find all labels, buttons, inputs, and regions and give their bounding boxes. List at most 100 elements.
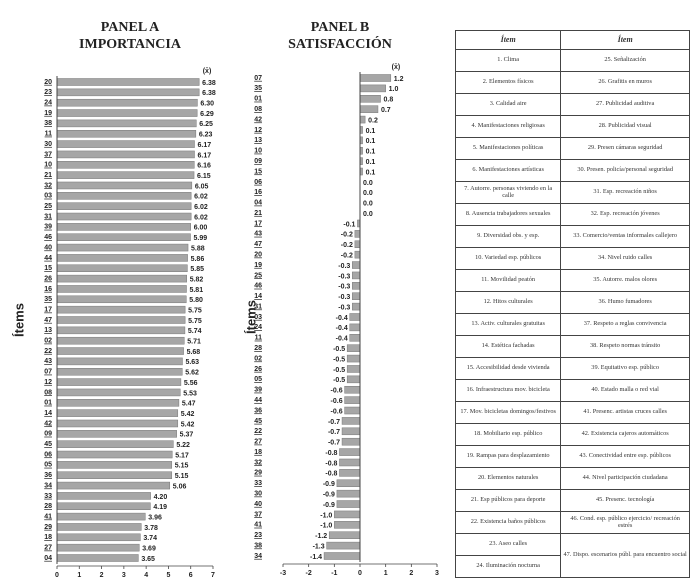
value-label: 0.1 (366, 138, 376, 145)
bar (328, 531, 361, 539)
value-label: -0.4 (336, 315, 348, 322)
value-label: 5.53 (183, 390, 197, 397)
table-row: 9. Diversidad obs. y esp. 33. Comercio/ve… (454, 225, 690, 248)
value-label: 5.71 (187, 339, 201, 346)
category-label: 15 (44, 265, 52, 272)
bar (56, 316, 186, 324)
bar (56, 347, 184, 355)
category-label: 19 (44, 110, 52, 117)
bar (56, 336, 185, 345)
table-row: 8. Ausencia trabajadores sexuales 32. Esp… (454, 203, 690, 226)
value-label: 6.05 (195, 183, 209, 190)
bar (359, 95, 381, 103)
x-tick-label: 3 (435, 570, 439, 577)
category-label: 12 (254, 127, 262, 134)
category-label: 36 (254, 407, 262, 414)
value-label: 0.1 (366, 128, 376, 135)
category-label: 17 (44, 306, 52, 313)
bar (341, 417, 361, 425)
value-label: 6.23 (199, 132, 213, 139)
bar (56, 202, 192, 210)
item-cell: 15. Accesibilidad desde vivienda (454, 357, 562, 380)
item-cell: 35. Autorre. malos olores (560, 269, 690, 292)
panel-title: PANEL B (311, 20, 369, 35)
value-label: 5.68 (187, 349, 201, 356)
value-label: -0.8 (325, 471, 337, 478)
bar (352, 271, 361, 280)
bar (56, 98, 198, 107)
table-row: 21. Esp públicos para deporte 45. Presenc… (454, 489, 690, 512)
value-label: 5.56 (184, 380, 198, 387)
category-label: 30 (254, 490, 262, 497)
value-label: -0.6 (331, 398, 343, 405)
category-label: 20 (254, 251, 262, 258)
x-tick-label: 4 (144, 572, 148, 579)
category-label: 08 (254, 106, 262, 113)
bar (336, 500, 361, 508)
category-label: 19 (254, 262, 262, 269)
value-label: 0.2 (368, 117, 378, 124)
bar (341, 427, 361, 436)
category-label: 47 (44, 317, 52, 324)
item-cell: 30. Presen. policía/personal seguridad (560, 159, 690, 182)
item-cell: 5. Manifestaciones políticas (454, 137, 562, 160)
value-label: 5.86 (191, 256, 205, 263)
item-cell: 24. Iluminación nocturna (454, 555, 562, 578)
bar (354, 230, 361, 238)
bar (56, 78, 200, 86)
value-label: 3.78 (144, 525, 158, 532)
value-label: 5.37 (180, 432, 194, 439)
value-label: 5.06 (173, 483, 187, 490)
item-cell: 12. Hitos culturales (454, 291, 562, 314)
value-label: 5.75 (188, 307, 202, 314)
value-label: -1.3 (313, 543, 325, 550)
value-label: -0.5 (333, 356, 345, 363)
value-label: 3.65 (141, 556, 155, 563)
panel-subtitle: IMPORTANCIA (79, 37, 182, 52)
table-row: 11. Movilidad peatón 35. Autorre. malos o… (454, 269, 690, 292)
bar (344, 406, 361, 415)
value-label: 5.74 (188, 328, 202, 335)
value-label: -1.2 (315, 533, 327, 540)
item-cell: 19. Rampas para desplazamiento (454, 445, 562, 468)
value-label: 6.25 (199, 121, 213, 128)
value-label: 0.8 (384, 97, 394, 104)
bar (334, 510, 361, 519)
item-cell: 11. Movilidad peatón (454, 269, 562, 292)
bar (359, 74, 392, 82)
category-label: 23 (44, 89, 52, 96)
value-label: -0.3 (338, 304, 350, 311)
category-label: 26 (254, 366, 262, 373)
value-label: -0.9 (323, 502, 335, 509)
item-cell: 26. Grafitis en muros (560, 71, 690, 94)
category-label: 04 (254, 200, 262, 207)
value-label: 6.30 (200, 101, 214, 108)
bar (346, 365, 361, 373)
item-cell: 38. Respeto normas tránsito (560, 335, 690, 358)
bar (354, 250, 361, 259)
x-tick-label: -2 (306, 570, 312, 577)
value-label: 5.47 (182, 401, 196, 408)
category-label: 29 (44, 524, 52, 531)
category-label: 06 (44, 451, 52, 458)
item-cell: 47. Dispo. escenarios públ. para encuent… (560, 533, 690, 578)
value-label: 4.20 (154, 494, 168, 501)
category-label: 41 (44, 513, 52, 520)
value-label: -0.3 (338, 294, 350, 301)
value-label: 6.16 (197, 163, 211, 170)
category-label: 03 (254, 314, 262, 321)
bar (56, 492, 151, 500)
category-label: 46 (44, 234, 52, 241)
category-label: 39 (254, 387, 262, 394)
category-label: 45 (44, 441, 52, 448)
value-label: 0.0 (363, 180, 373, 187)
bar (56, 129, 197, 138)
category-label: 38 (254, 542, 262, 549)
item-cell: 6. Manifestaciones artísticas (454, 159, 562, 182)
table-row: 2. Elementos físicos 26. Grafitis en muro… (454, 71, 690, 94)
value-label: 3.74 (143, 535, 157, 542)
bar (56, 295, 187, 304)
x-tick-label: 7 (211, 572, 215, 579)
category-label: 34 (44, 482, 52, 489)
bar (56, 171, 195, 179)
